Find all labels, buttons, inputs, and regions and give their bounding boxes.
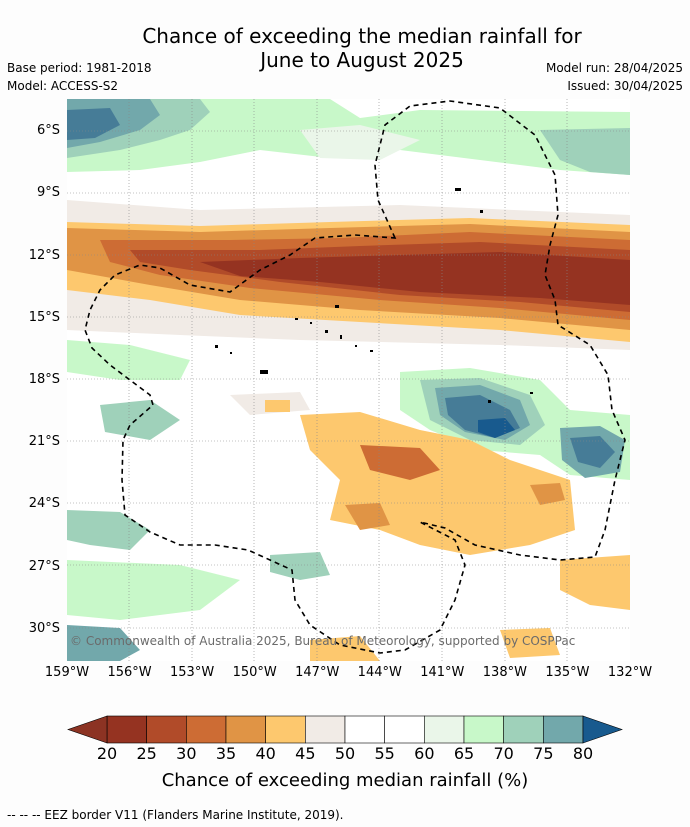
eez-footer-note: -- -- -- EEZ border V11 (Flanders Marine… <box>7 808 344 822</box>
base-period-text: Base period: 1981-2018 <box>7 61 152 75</box>
region-southeast-yellow <box>560 555 630 610</box>
longitude-label: 153°W <box>170 665 215 680</box>
meta-left: Base period: 1981-2018 Model: ACCESS-S2 <box>7 59 152 95</box>
colorbar-tick-label: 20 <box>96 744 118 763</box>
colorbar-bin <box>106 715 147 744</box>
region-southwest-green <box>67 560 240 620</box>
region-south-orange3 <box>530 483 565 505</box>
longitude-label: 138°W <box>482 665 527 680</box>
longitude-label: 156°W <box>107 665 152 680</box>
colorbar-tick-label: 80 <box>572 744 594 763</box>
colorbar-tick-label: 45 <box>295 744 316 763</box>
region-northeast-teal <box>540 128 630 175</box>
colorbar-tick-label: 50 <box>334 744 356 763</box>
longitude-label: 132°W <box>607 665 653 680</box>
colorbar-label: Chance of exceeding median rainfall (%) <box>161 770 529 791</box>
colorbar-tick-label: 55 <box>374 744 395 763</box>
issued-text: Issued: 30/04/2025 <box>567 79 683 93</box>
longitude-label: 135°W <box>545 665 590 680</box>
title-line-1: Chance of exceeding the median rainfall … <box>142 24 582 48</box>
islands <box>215 188 533 403</box>
region-south-yellow3 <box>500 628 560 658</box>
colorbar-bin <box>344 715 385 744</box>
longitude-label: 141°W <box>420 665 465 680</box>
region-south-orange <box>360 445 440 480</box>
colorbar-tick-label: 65 <box>453 744 475 763</box>
colorbar-tick-label: 40 <box>255 744 276 763</box>
colorbar-bin <box>225 715 266 744</box>
colorbar-bin <box>305 715 346 744</box>
latitude-label: 15°S <box>28 309 60 325</box>
eez-border <box>84 100 626 654</box>
colorbar-tick-label: 35 <box>215 744 237 763</box>
chart-title: Chance of exceeding the median rainfall … <box>0 24 690 72</box>
colorbar-tick-label: 60 <box>414 744 435 763</box>
colorbar-bin <box>265 715 306 744</box>
latitude-label: 27°S <box>28 558 60 574</box>
latitude-label: 24°S <box>28 496 60 512</box>
region-south-yellow2 <box>310 636 380 661</box>
meta-right: Model run: 28/04/2025 Issued: 30/04/2025 <box>546 59 683 95</box>
region-north-light <box>300 125 420 160</box>
region-west-teal <box>100 400 180 440</box>
region-west-green <box>67 340 190 380</box>
region-south-green2 <box>270 552 330 580</box>
region-band-darkest <box>200 252 630 305</box>
latitude-label: 9°S <box>36 185 60 201</box>
colorbar-tick-label: 30 <box>176 744 197 763</box>
map-field <box>67 99 630 661</box>
colorbar-bin <box>463 715 504 744</box>
longitude-label: 150°W <box>232 665 277 680</box>
longitude-label: 159°W <box>44 665 90 680</box>
longitude-label: 144°W <box>357 665 402 680</box>
colorbar-tick-label: 75 <box>533 744 554 763</box>
colorbar-bin <box>424 715 465 744</box>
latitude-label: 12°S <box>28 247 60 263</box>
latitude-label: 6°S <box>36 123 60 139</box>
model-run-text: Model run: 28/04/2025 <box>545 61 683 75</box>
colorbar-bin <box>146 715 187 744</box>
latitude-label: 30°S <box>28 620 60 636</box>
region-south-orange2 <box>345 503 390 530</box>
colorbar-bin <box>186 715 227 744</box>
region-east-blue <box>570 436 615 468</box>
region-southwest-blue <box>67 625 140 661</box>
colorbar-tick-label: 70 <box>493 744 514 763</box>
longitude-label: 147°W <box>295 665 340 680</box>
colorbar-bin <box>543 715 584 744</box>
latitude-label: 21°S <box>28 434 60 450</box>
colorbar-bin <box>384 715 425 744</box>
colorbar-over-arrow <box>582 715 623 744</box>
model-text: Model: ACCESS-S2 <box>7 79 119 93</box>
region-northwest-dark <box>67 108 120 140</box>
colorbar-under-arrow <box>67 715 108 744</box>
colorbar-bin <box>503 715 544 744</box>
latitude-label: 18°S <box>28 372 60 388</box>
copyright-text: © Commonwealth of Australia 2025, Bureau… <box>70 634 576 648</box>
title-line-2: June to August 2025 <box>260 48 464 72</box>
region-south-yellow4 <box>265 400 290 412</box>
map-grid <box>67 99 630 661</box>
region-south-darkest <box>478 418 515 438</box>
colorbar-tick-label: 25 <box>136 744 157 763</box>
